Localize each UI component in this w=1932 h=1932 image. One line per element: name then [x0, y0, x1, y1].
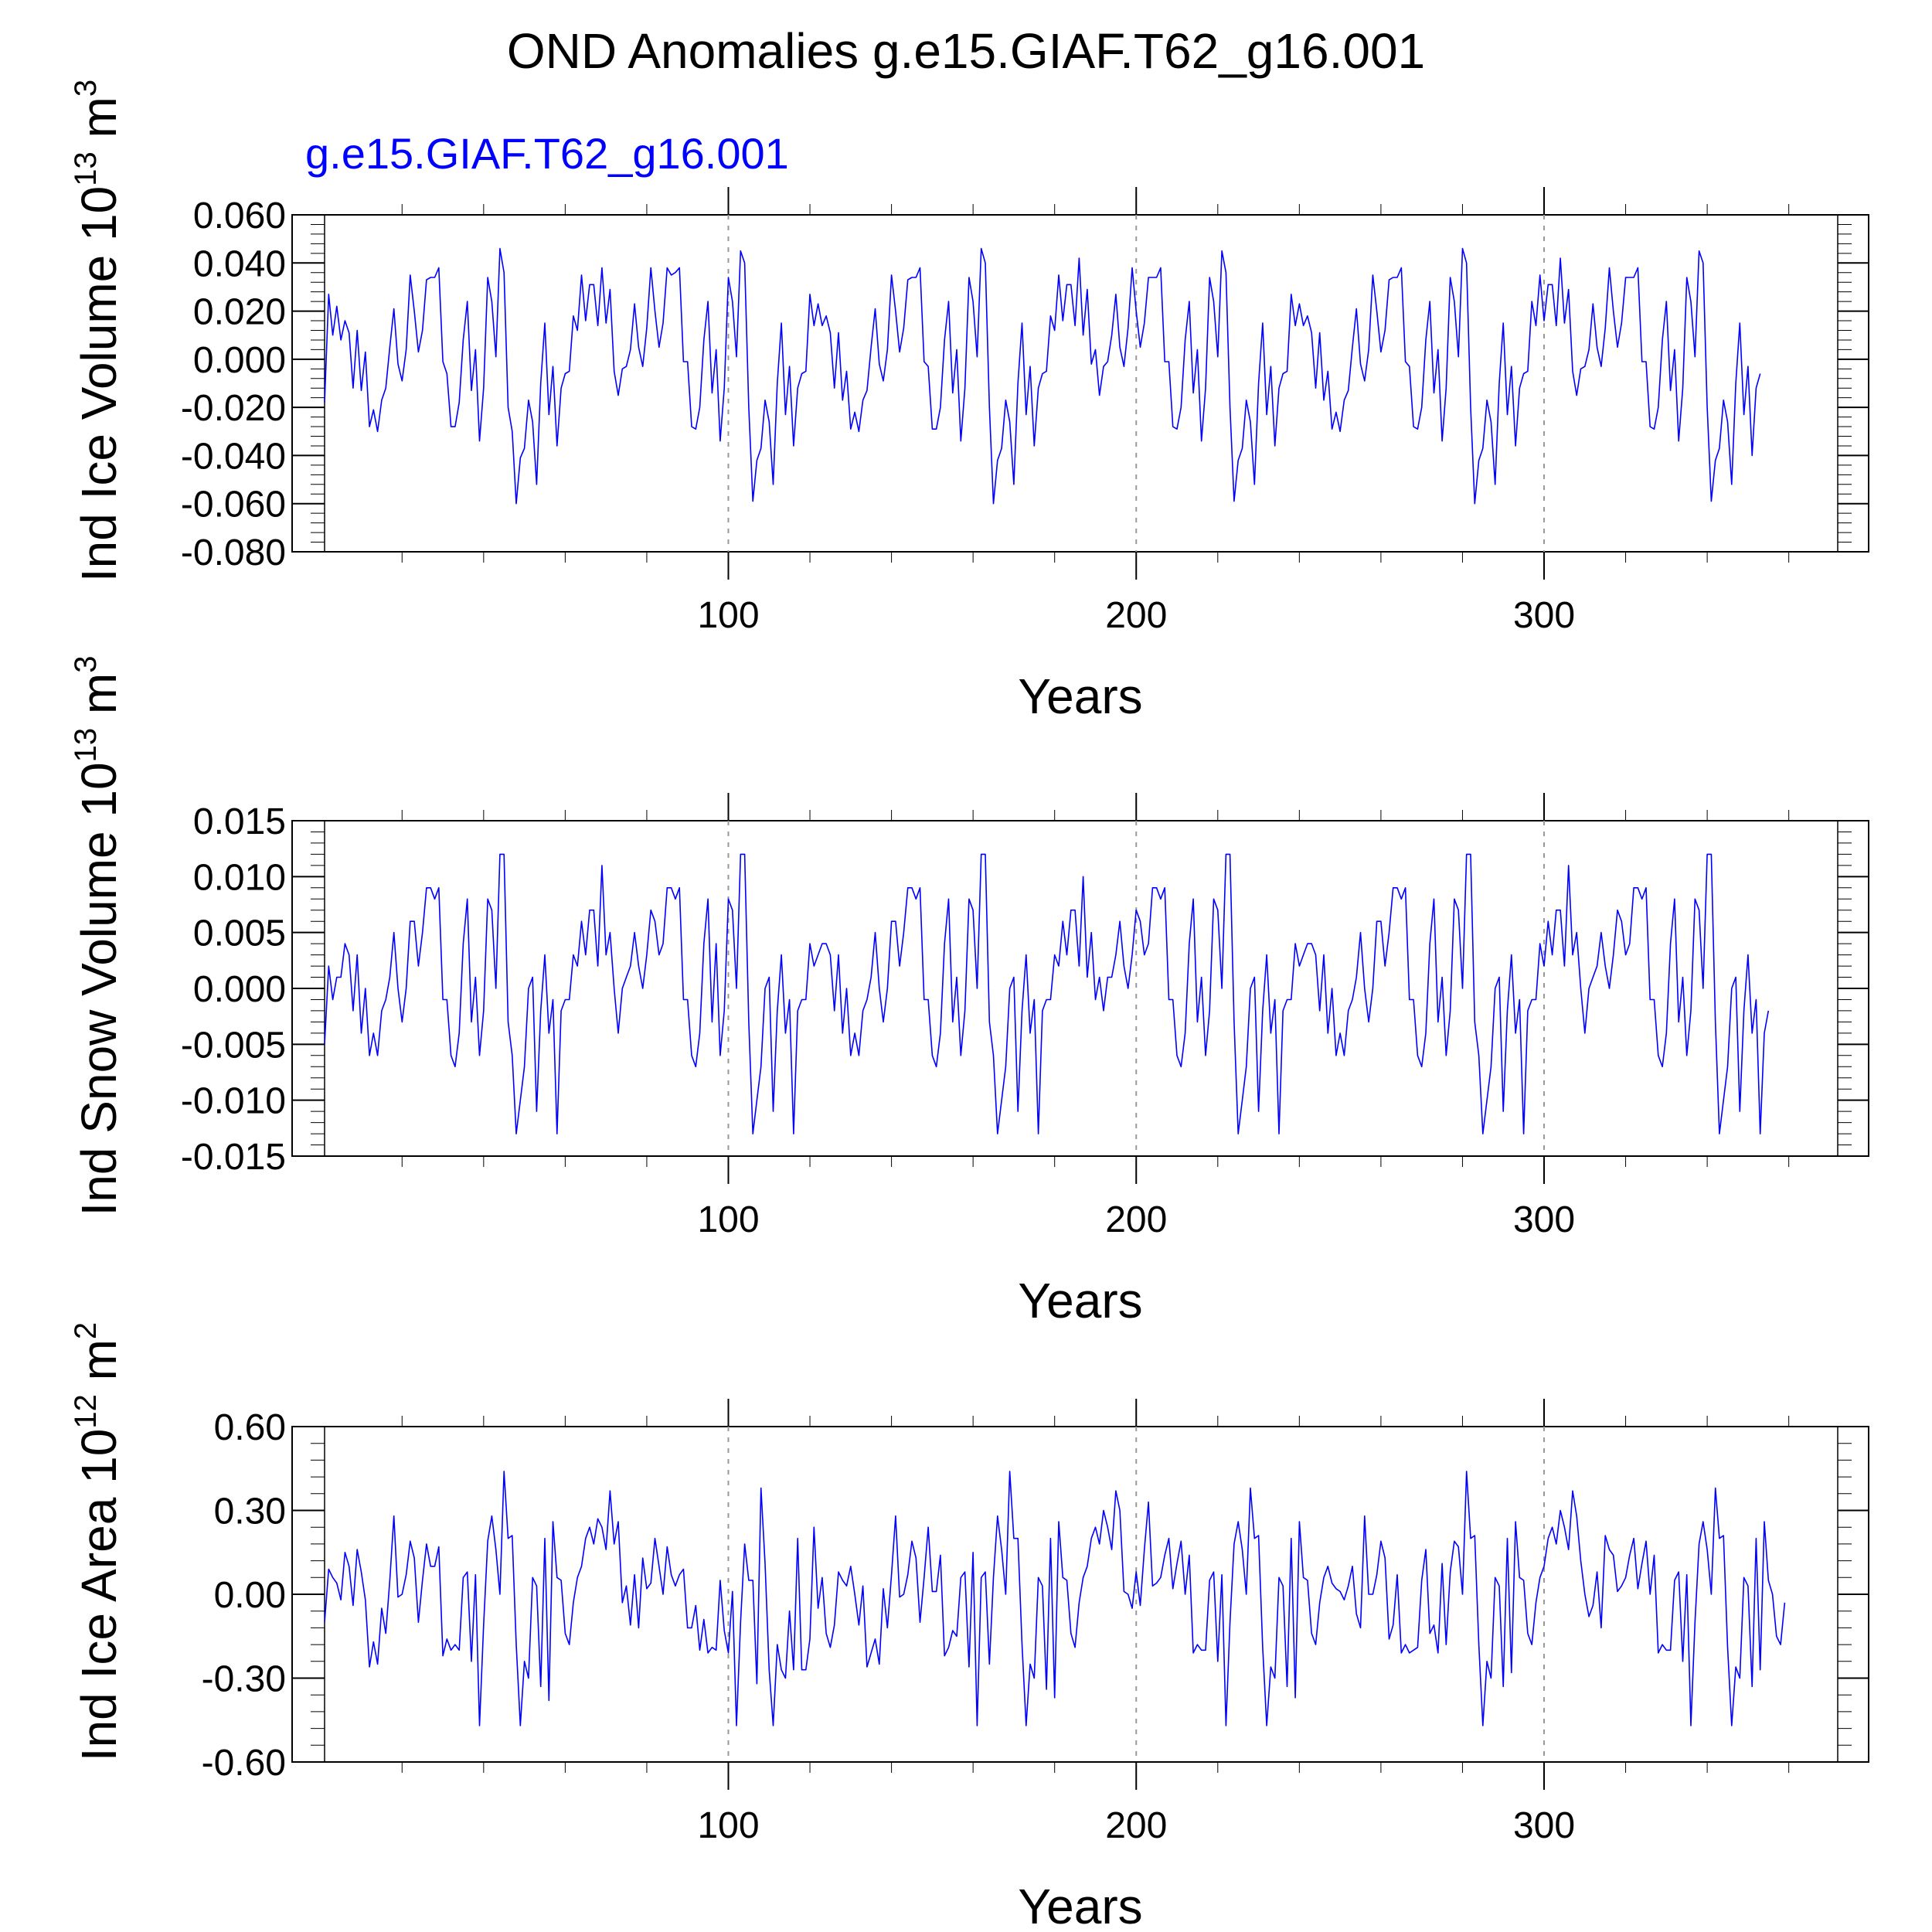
series-line [324, 247, 1761, 505]
y-axis-label: Ind Ice Volume 1013 m3 [69, 80, 127, 582]
y-tick-label: -0.010 [181, 1081, 286, 1122]
x-tick-label: 100 [697, 595, 759, 636]
y-tick-label: 0.30 [214, 1492, 286, 1532]
x-tick-label: 300 [1513, 1199, 1575, 1240]
y-tick-label: -0.020 [181, 388, 286, 429]
y-axis-label: Ind Ice Area 1012 m2 [69, 1322, 127, 1761]
x-tick-label: 100 [697, 1805, 759, 1846]
y-tick-label: 0.010 [193, 857, 286, 898]
y-tick-label: 0.000 [193, 969, 286, 1010]
x-tick-label: 200 [1105, 1199, 1167, 1240]
panel-3: 0.60 0.30 0.00 -0.30 -0.60 100 200 300 Years Ind … [69, 1322, 1869, 1932]
y-tick-label: 0.060 [193, 196, 286, 236]
y-tick-label: -0.080 [181, 532, 286, 573]
y-tick-label: -0.040 [181, 436, 286, 477]
x-axis-label: Years [1018, 1273, 1142, 1328]
series-line [324, 1471, 1786, 1726]
panel-2: 0.015 0.010 0.005 0.000 -0.005 -0.010 -0.015 10… [69, 656, 1869, 1328]
y-tick-label: -0.005 [181, 1025, 286, 1066]
x-axis-label: Years [1018, 1879, 1142, 1932]
x-tick-label: 300 [1513, 1805, 1575, 1846]
chart-subtitle: g.e15.GIAF.T62_g16.001 [305, 129, 789, 178]
chart-title: OND Anomalies g.e15.GIAF.T62_g16.001 [507, 23, 1425, 79]
y-tick-label: 0.040 [193, 243, 286, 284]
y-tick-label: -0.30 [202, 1659, 286, 1700]
x-tick-label: 200 [1105, 595, 1167, 636]
y-tick-label: 0.60 [214, 1407, 286, 1448]
y-tick-label: 0.005 [193, 913, 286, 954]
panel-1: 0.060 0.040 0.020 0.000 -0.020 -0.040 -0.060 -0… [69, 80, 1869, 724]
y-tick-label: 0.020 [193, 292, 286, 333]
y-axis-label: Ind Snow Volume 1013 m3 [69, 656, 127, 1216]
y-tick-label: -0.015 [181, 1137, 286, 1178]
x-tick-label: 100 [697, 1199, 759, 1240]
chart-panels: 0.060 0.040 0.020 0.000 -0.020 -0.040 -0.060 -0… [69, 80, 1869, 1932]
y-tick-label: 0.015 [193, 801, 286, 842]
y-tick-label: -0.60 [202, 1743, 286, 1784]
plot-frame [291, 214, 1869, 553]
y-tick-label: -0.060 [181, 485, 286, 526]
y-tick-label: 0.000 [193, 340, 286, 381]
series-line [324, 853, 1770, 1134]
y-tick-label: 0.00 [214, 1575, 286, 1616]
x-tick-label: 200 [1105, 1805, 1167, 1846]
x-axis-label: Years [1018, 668, 1142, 724]
x-tick-label: 300 [1513, 595, 1575, 636]
